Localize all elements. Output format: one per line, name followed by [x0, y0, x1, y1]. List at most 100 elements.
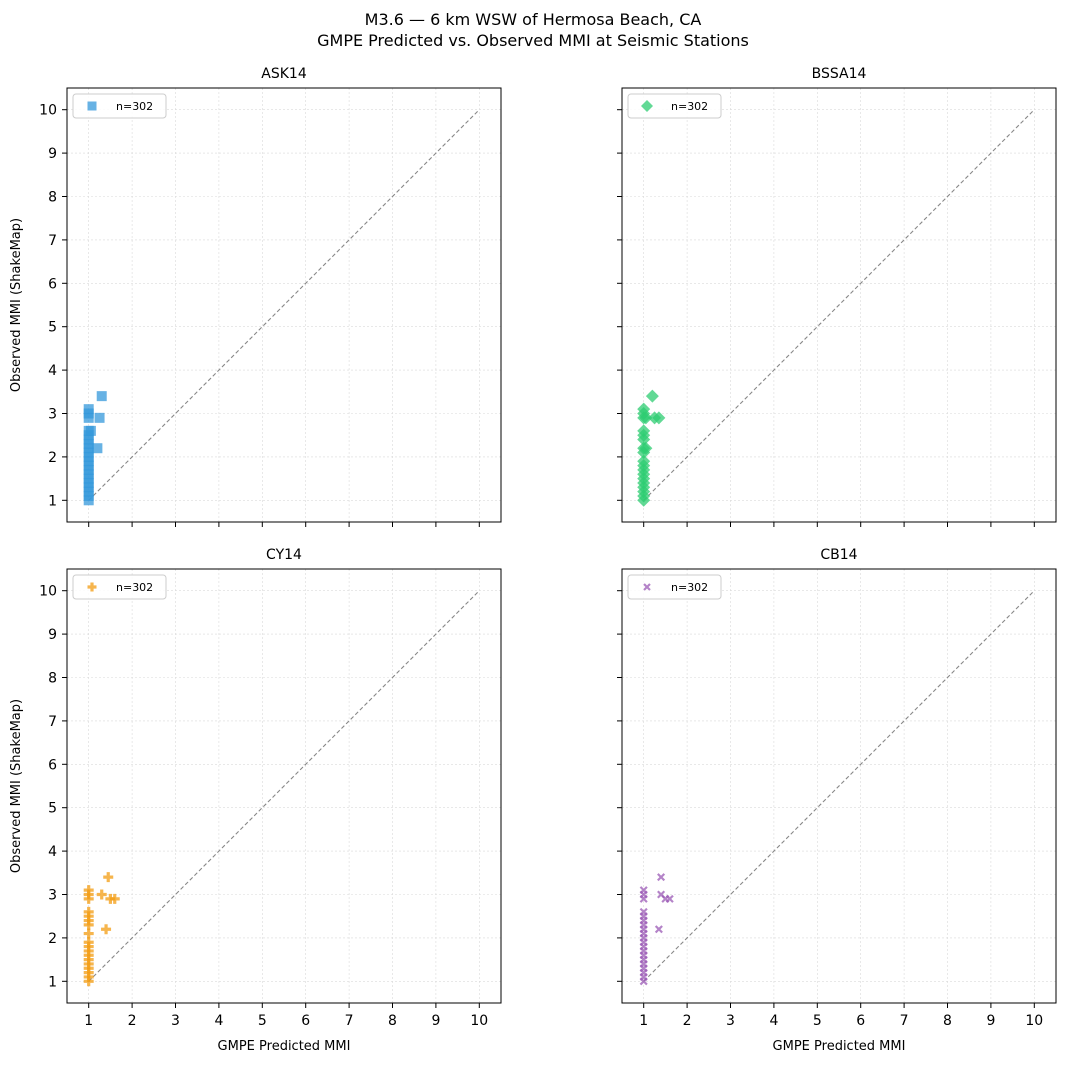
y-tick-label: 5: [48, 801, 57, 817]
data-point: [92, 443, 103, 454]
data-point: [639, 411, 653, 425]
legend: n=302: [72, 574, 167, 600]
legend: n=302: [627, 93, 722, 119]
figure-subtitle: GMPE Predicted vs. Observed MMI at Seism…: [317, 31, 749, 50]
data-point: [101, 924, 112, 935]
legend-marker: [643, 583, 651, 591]
legend: n=302: [627, 574, 722, 600]
y-tick-label: 2: [48, 931, 57, 947]
x-tick-label: 1: [639, 1013, 648, 1029]
x-tick-label: 10: [470, 1013, 488, 1029]
x-tick-label: 7: [345, 1013, 354, 1029]
data-point: [652, 411, 666, 425]
x-tick-label: 4: [769, 1013, 778, 1029]
data-point: [637, 424, 651, 438]
data-point: [85, 425, 96, 436]
data-point: [639, 907, 648, 916]
y-axis-label: Observed MMI (ShakeMap): [9, 218, 24, 392]
reference-line: [643, 109, 1035, 501]
subplot-title: ASK14: [261, 66, 307, 82]
subplot-cb14: 1 2 3 4 5 6 7 8 9 10 CB14 GMPE Predicted MMI n=302: [617, 547, 1057, 1054]
x-tick-label: 7: [900, 1013, 909, 1029]
reference-line: [643, 590, 1035, 982]
data-point: [83, 885, 94, 896]
legend-label: n=302: [116, 100, 153, 113]
x-tick-label: 4: [214, 1013, 223, 1029]
data-point: [83, 404, 94, 415]
x-tick-label: 10: [1025, 1013, 1043, 1029]
y-tick-label: 3: [48, 888, 57, 904]
y-tick-label: 10: [39, 103, 57, 119]
legend-box: [72, 93, 167, 119]
x-tick-label: 5: [813, 1013, 822, 1029]
axes-frame: [621, 568, 1057, 1004]
data-point: [83, 906, 94, 917]
legend-label: n=302: [671, 100, 708, 113]
data-point: [654, 925, 663, 934]
data-point: [637, 454, 651, 468]
y-tick-label: 4: [48, 844, 57, 860]
data-point: [94, 412, 105, 423]
y-tick-label: 10: [39, 584, 57, 600]
subplot-title: CB14: [820, 547, 857, 563]
legend-marker: [87, 101, 97, 111]
y-tick-label: 6: [48, 757, 57, 773]
legend-marker: [87, 582, 97, 592]
subplot-cy14: 1 2 3 4 5 6 7 8 9 10 1 2 3 4 5 6 7 8 9 10 CY14 GMPE Predicted…: [9, 547, 502, 1054]
x-tick-label: 6: [856, 1013, 865, 1029]
data-point: [639, 441, 653, 455]
reference-line: [88, 590, 480, 982]
y-tick-label: 9: [48, 146, 57, 162]
figure-title: M3.6 — 6 km WSW of Hermosa Beach, CA: [364, 10, 702, 29]
x-tick-label: 8: [943, 1013, 952, 1029]
y-tick-label: 1: [48, 974, 57, 990]
data-point: [109, 893, 120, 904]
axes-frame: [621, 87, 1057, 523]
legend: n=302: [72, 93, 167, 119]
legend-box: [72, 574, 167, 600]
x-tick-label: 2: [683, 1013, 692, 1029]
x-tick-label: 3: [726, 1013, 735, 1029]
x-tick-label: 6: [301, 1013, 310, 1029]
axes-frame: [66, 568, 502, 1004]
data-point: [639, 886, 648, 895]
legend-box: [627, 93, 722, 119]
x-axis-label: GMPE Predicted MMI: [773, 1039, 906, 1054]
y-tick-label: 6: [48, 276, 57, 292]
y-tick-label: 7: [48, 233, 57, 249]
data-point: [83, 928, 94, 939]
subplot-title: BSSA14: [812, 66, 867, 82]
data-point: [83, 937, 94, 948]
x-tick-label: 1: [84, 1013, 93, 1029]
y-axis-label: Observed MMI (ShakeMap): [9, 699, 24, 873]
y-tick-label: 5: [48, 320, 57, 336]
y-tick-label: 8: [48, 671, 57, 687]
y-tick-label: 3: [48, 407, 57, 423]
y-tick-label: 8: [48, 190, 57, 206]
data-point: [657, 873, 666, 882]
x-tick-label: 5: [258, 1013, 267, 1029]
data-point: [96, 889, 107, 900]
y-tick-label: 7: [48, 714, 57, 730]
legend-label: n=302: [671, 581, 708, 594]
data-point: [665, 894, 674, 903]
data-point: [96, 391, 107, 402]
y-tick-label: 2: [48, 450, 57, 466]
subplot-title: CY14: [266, 547, 302, 563]
legend-label: n=302: [116, 581, 153, 594]
y-tick-label: 4: [48, 363, 57, 379]
x-tick-label: 2: [128, 1013, 137, 1029]
data-point: [645, 389, 659, 403]
y-tick-label: 9: [48, 627, 57, 643]
x-tick-label: 8: [388, 1013, 397, 1029]
y-tick-label: 1: [48, 493, 57, 509]
data-point: [637, 402, 651, 416]
x-tick-label: 9: [986, 1013, 995, 1029]
data-point: [103, 872, 114, 883]
subplot-ask14: 1 2 3 4 5 6 7 8 9 10 ASK14 Observed MMI (ShakeMap) n…: [9, 66, 502, 527]
axes-frame: [66, 87, 502, 523]
reference-line: [88, 109, 480, 501]
subplot-bssa14: BSSA14 n=302: [617, 66, 1057, 527]
